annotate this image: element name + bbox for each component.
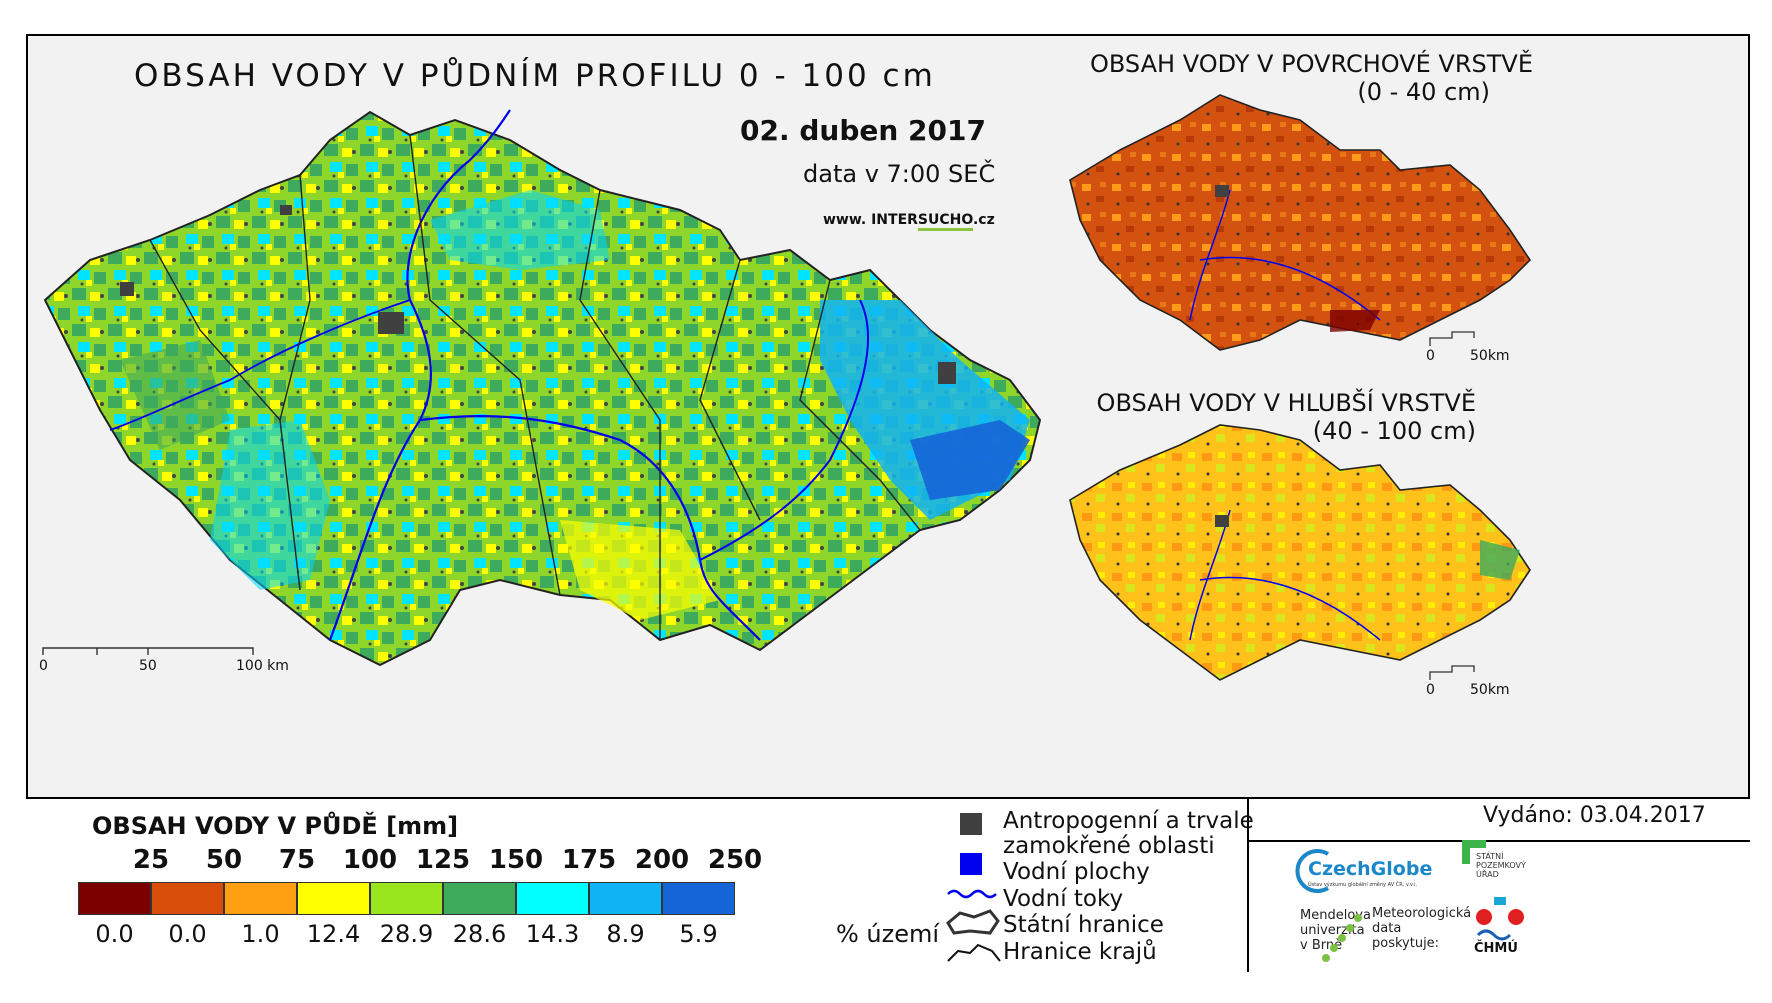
website-suffix: .cz	[972, 212, 995, 228]
streams-icon	[947, 889, 997, 899]
spu-line-2: POZEMKOVÝ	[1476, 861, 1526, 870]
legend-tick: 100	[342, 845, 398, 875]
legend-divider	[1247, 797, 1249, 972]
legend-percent: 14.3	[525, 920, 580, 948]
legend-swatch	[78, 882, 151, 915]
main-map-time: data v 7:00 SEČ	[803, 160, 996, 188]
region-border-icon	[947, 943, 1001, 962]
legend-tick: 250	[707, 845, 763, 875]
legend-swatch	[589, 882, 662, 915]
issued-divider	[1249, 840, 1750, 842]
surface-scale-label-0: 0	[1426, 348, 1435, 364]
legend-tick: 200	[634, 845, 690, 875]
legend-swatch	[443, 882, 516, 915]
legend-swatch	[297, 882, 370, 915]
legend-percent: 8.9	[606, 920, 645, 948]
main-map-date: 02. duben 2017	[740, 114, 986, 147]
mendelu-line-1: Mendelova	[1300, 908, 1371, 923]
surface-inset-title: OBSAH VODY V POVRCHOVÉ VRSTVĚ	[1090, 50, 1533, 78]
legend-tick: 25	[132, 845, 170, 875]
main-map-title: OBSAH VODY V PŮDNÍM PROFILU 0 - 100 cm	[134, 58, 936, 94]
legend-percent-unit: % území	[836, 920, 940, 948]
meteo-provider-text: Meteorologická data poskytuje:	[1372, 906, 1471, 951]
deep-inset-title: OBSAH VODY V HLUBŠÍ VRSTVĚ	[1096, 389, 1476, 417]
legend-swatch	[516, 882, 589, 915]
legend-swatch	[370, 882, 443, 915]
czechglobe-subtitle: Ústav výzkumu globální změny AV ČR, v.v.…	[1308, 882, 1418, 888]
spu-logo: STÁTNÍ POZEMKOVÝ ÚŘAD	[1462, 840, 1526, 890]
chmu-logo: ČHMÚ	[1470, 895, 1530, 965]
spu-bar-icon	[1462, 840, 1486, 848]
deep-inset-subtitle: (40 - 100 cm)	[1312, 417, 1476, 445]
czechglobe-name: CzechGlobe	[1308, 858, 1433, 880]
chmu-symbol-icon	[1476, 897, 1524, 941]
legend-percent: 12.4	[306, 920, 361, 948]
main-scalebar	[42, 647, 254, 655]
region-border-label: Hranice krajů	[1003, 939, 1157, 965]
legend-title: OBSAH VODY V PŮDĚ [mm]	[92, 812, 459, 840]
issued-date: Vydáno: 03.04.2017	[1483, 803, 1706, 828]
legend-swatch	[662, 882, 735, 915]
deep-inset-map	[1069, 424, 1531, 681]
spu-line-1: STÁTNÍ	[1476, 852, 1504, 861]
water-bodies-label: Vodní plochy	[1003, 859, 1150, 885]
meteo-line-1: Meteorologická	[1372, 906, 1472, 921]
anthropogenic-swatch	[960, 813, 982, 835]
water-bodies-swatch	[960, 853, 982, 875]
legend-swatch	[224, 882, 297, 915]
deep-scale-label-50: 50km	[1470, 682, 1510, 698]
legend-swatch	[151, 882, 224, 915]
czechglobe-logo: CzechGlobe Ústav výzkumu globální změny …	[1288, 848, 1432, 894]
legend-percent: 0.0	[168, 920, 207, 948]
main-scale-label-100: 100 km	[236, 658, 289, 674]
legend-percent: 5.9	[679, 920, 718, 948]
main-scale-label-0: 0	[39, 658, 48, 674]
legend-percent: 0.0	[95, 920, 134, 948]
anthropogenic-label-1: Antropogenní a trvale	[1003, 808, 1254, 834]
legend-tick: 75	[278, 845, 316, 875]
state-border-label: Státní hranice	[1003, 912, 1164, 938]
surface-inset-subtitle: (0 - 40 cm)	[1357, 78, 1490, 106]
czechglobe-arc-icon	[1295, 849, 1330, 893]
anthropogenic-label-2: zamokřené oblasti	[1003, 833, 1215, 859]
meteo-line-3: poskytuje:	[1372, 936, 1440, 951]
surface-inset-map	[1069, 94, 1532, 351]
chmu-name: ČHMÚ	[1474, 941, 1518, 956]
streams-label: Vodní toky	[1003, 886, 1124, 912]
legend-tick: 50	[205, 845, 243, 875]
meteo-line-2: data	[1372, 921, 1402, 936]
legend-tick: 175	[561, 845, 617, 875]
legend-percent: 28.9	[379, 920, 434, 948]
state-border-icon	[946, 909, 1000, 935]
website-prefix: www. INTER	[823, 212, 918, 228]
mendelu-dots-icon	[1322, 914, 1362, 962]
symbol-legend-icons	[946, 813, 1001, 962]
spu-line-3: ÚŘAD	[1476, 870, 1499, 879]
legend-percent: 28.6	[452, 920, 507, 948]
website-highlight: SUCHO	[917, 212, 973, 231]
surface-scale-label-50: 50km	[1470, 348, 1510, 364]
legend-tick: 125	[415, 845, 471, 875]
main-scale-label-50: 50	[139, 658, 157, 674]
website-link[interactable]: www. INTERSUCHO.cz	[823, 212, 995, 231]
legend-tick: 150	[488, 845, 544, 875]
legend-percent: 1.0	[241, 920, 280, 948]
deep-scale-label-0: 0	[1426, 682, 1435, 698]
